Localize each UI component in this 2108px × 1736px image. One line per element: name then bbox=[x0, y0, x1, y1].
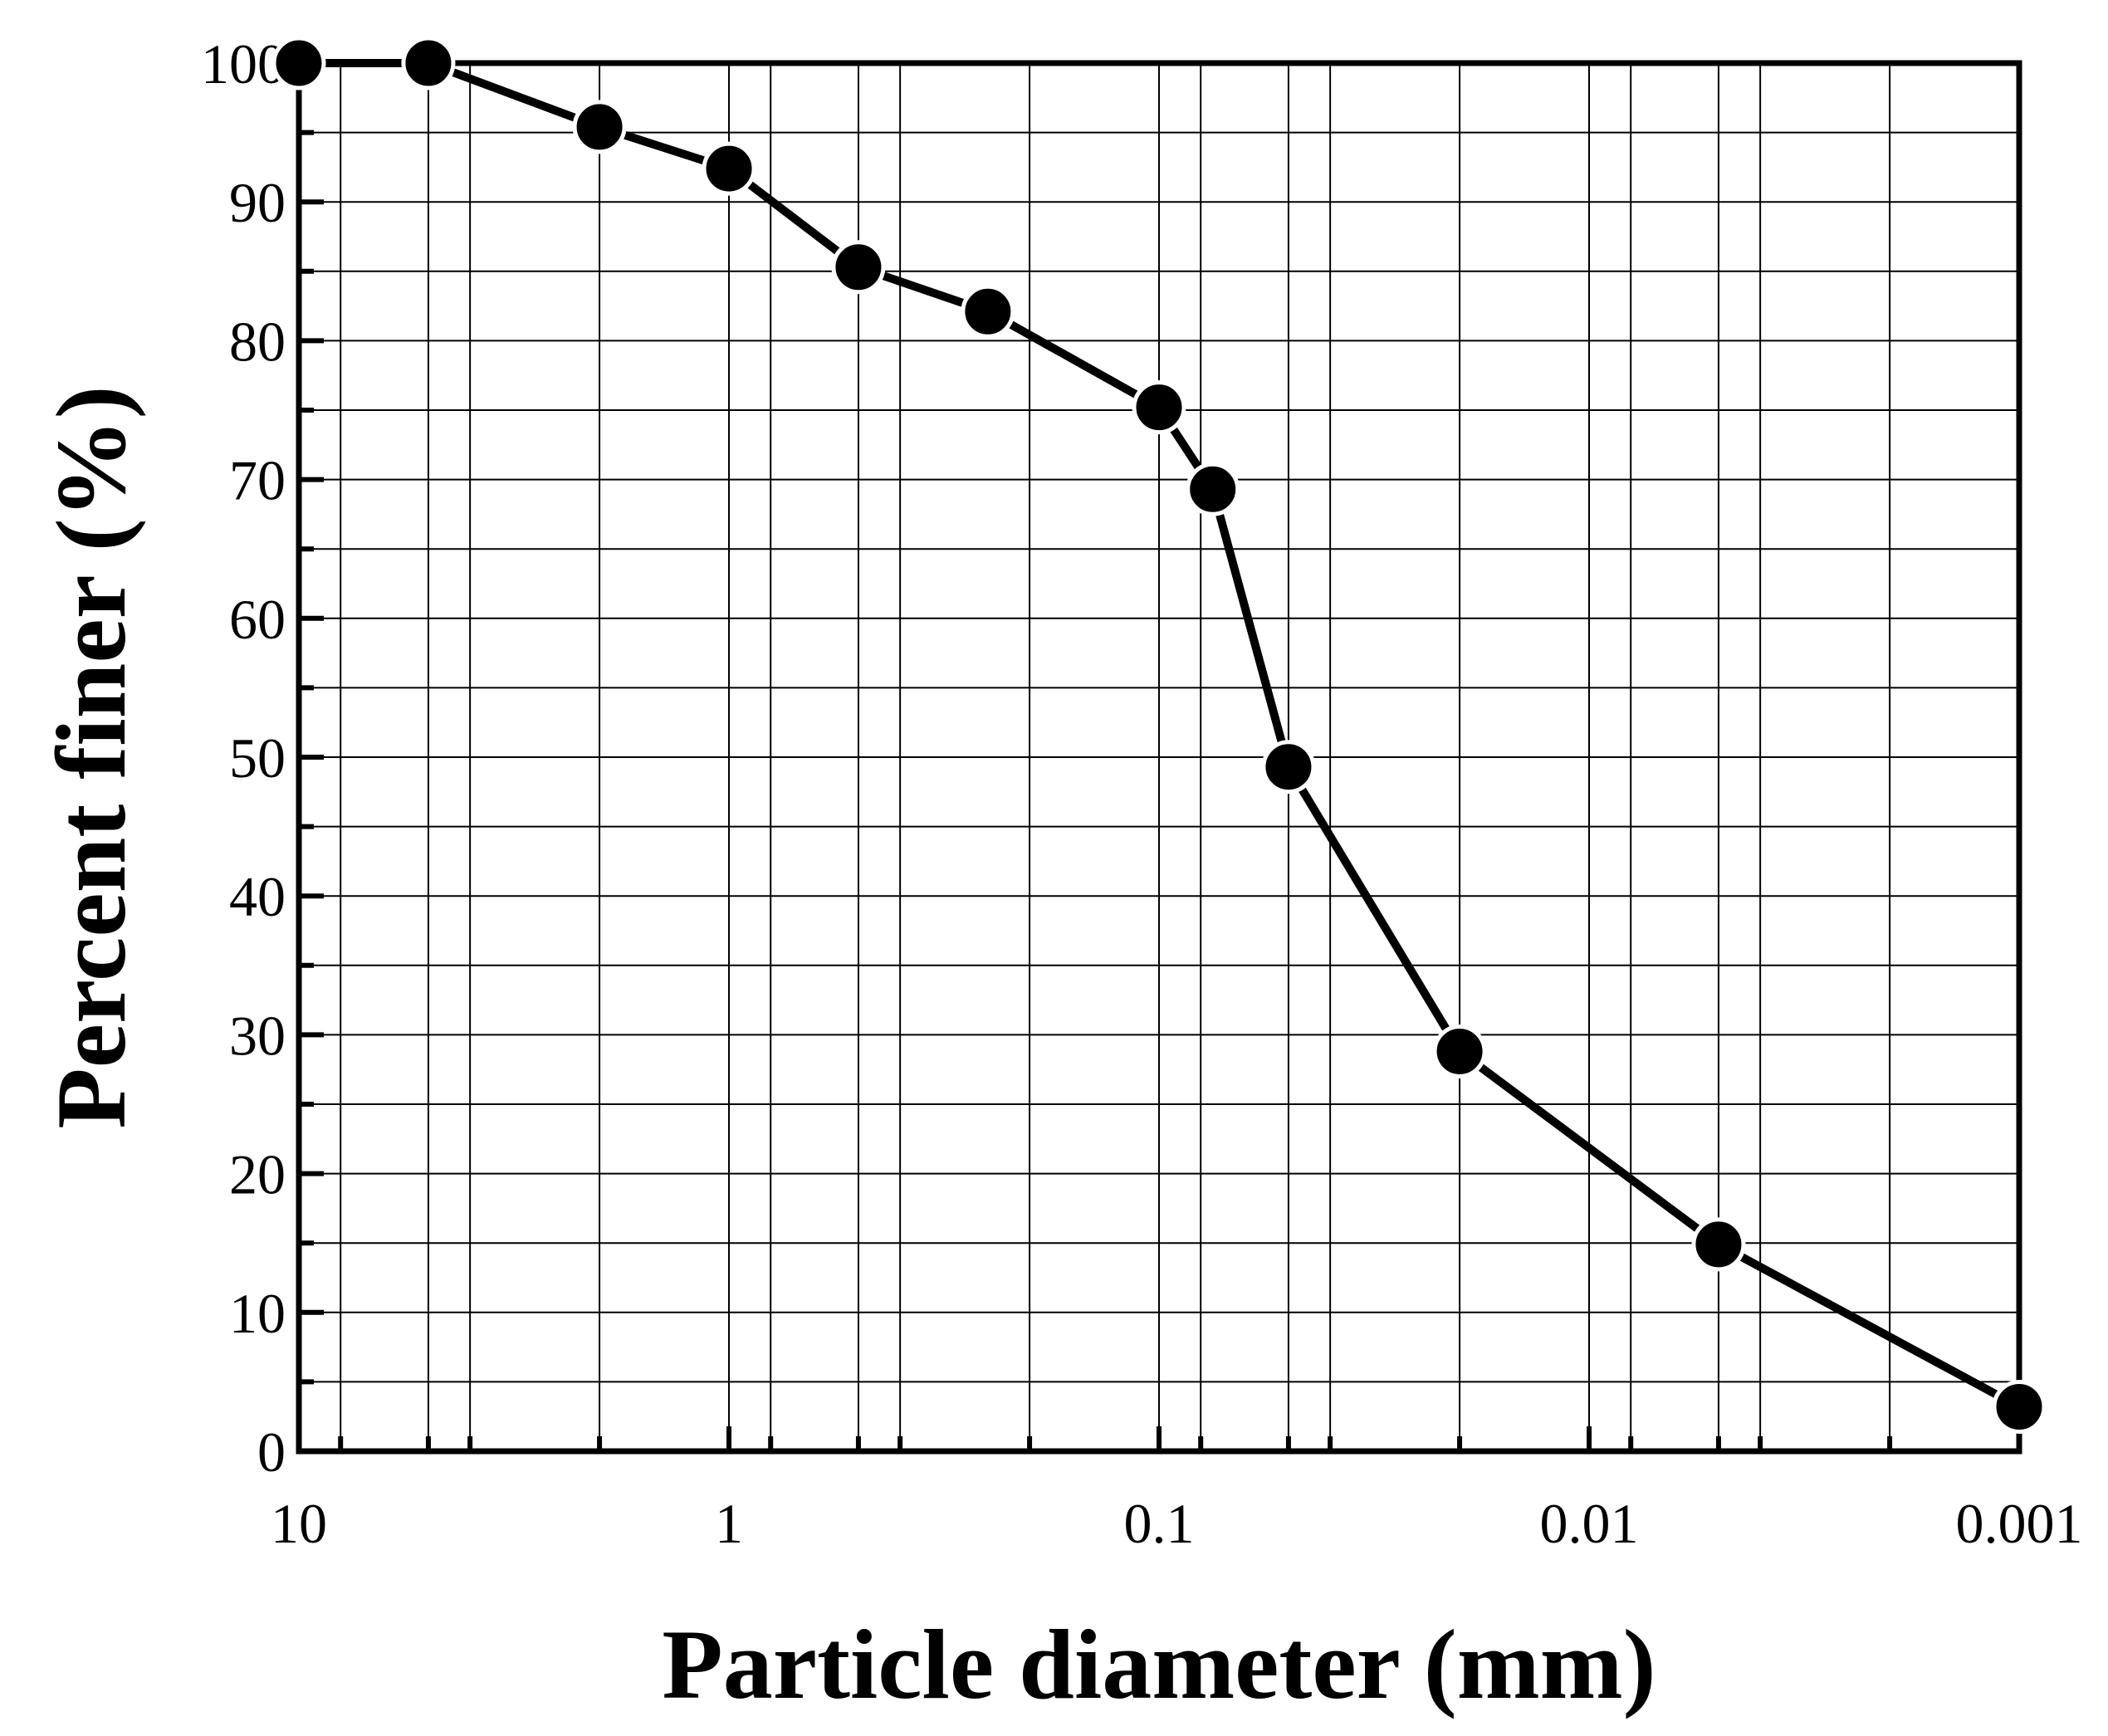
data-point bbox=[1132, 380, 1186, 435]
x-tick-label: 10 bbox=[271, 1492, 327, 1555]
y-axis-title: Percent finer (%) bbox=[36, 385, 146, 1128]
data-points bbox=[271, 36, 2047, 1434]
data-point bbox=[702, 141, 756, 196]
data-point bbox=[271, 36, 326, 90]
data-point bbox=[1992, 1379, 2047, 1434]
data-point bbox=[1432, 1024, 1487, 1078]
x-tick-label: 0.01 bbox=[1540, 1492, 1639, 1555]
y-tick-label: 80 bbox=[229, 310, 286, 373]
series-line bbox=[299, 59, 2022, 1411]
x-tick-labels: 10 1 0.1 0.01 0.001 bbox=[271, 1492, 2083, 1555]
grid bbox=[298, 62, 2019, 1452]
y-tick-labels: 0 10 20 30 40 50 60 70 80 90 100 bbox=[201, 32, 286, 1484]
y-tick-label: 20 bbox=[229, 1143, 286, 1206]
y-tick-label: 0 bbox=[257, 1421, 286, 1484]
y-tick-label: 70 bbox=[229, 449, 286, 512]
x-tick-label: 0.1 bbox=[1124, 1492, 1195, 1555]
data-point bbox=[1691, 1217, 1746, 1272]
data-point bbox=[572, 100, 627, 154]
data-point bbox=[831, 240, 886, 295]
y-tick-label: 50 bbox=[229, 726, 286, 790]
x-tick-label: 0.001 bbox=[1956, 1492, 2083, 1555]
y-tick-label: 60 bbox=[229, 588, 286, 651]
y-tick-label: 100 bbox=[201, 32, 286, 95]
x-axis-title: Particle diameter (mm) bbox=[662, 1609, 1656, 1719]
data-point bbox=[1186, 462, 1240, 516]
y-tick-label: 10 bbox=[229, 1282, 286, 1345]
y-tick-label: 30 bbox=[229, 1004, 286, 1067]
data-point bbox=[401, 36, 456, 90]
y-tick-label: 40 bbox=[229, 865, 286, 928]
plot-frame bbox=[296, 60, 2022, 1455]
x-tick-label: 1 bbox=[715, 1492, 743, 1555]
data-point bbox=[1261, 740, 1316, 795]
y-tick-label: 90 bbox=[229, 171, 286, 234]
data-point bbox=[961, 284, 1015, 339]
